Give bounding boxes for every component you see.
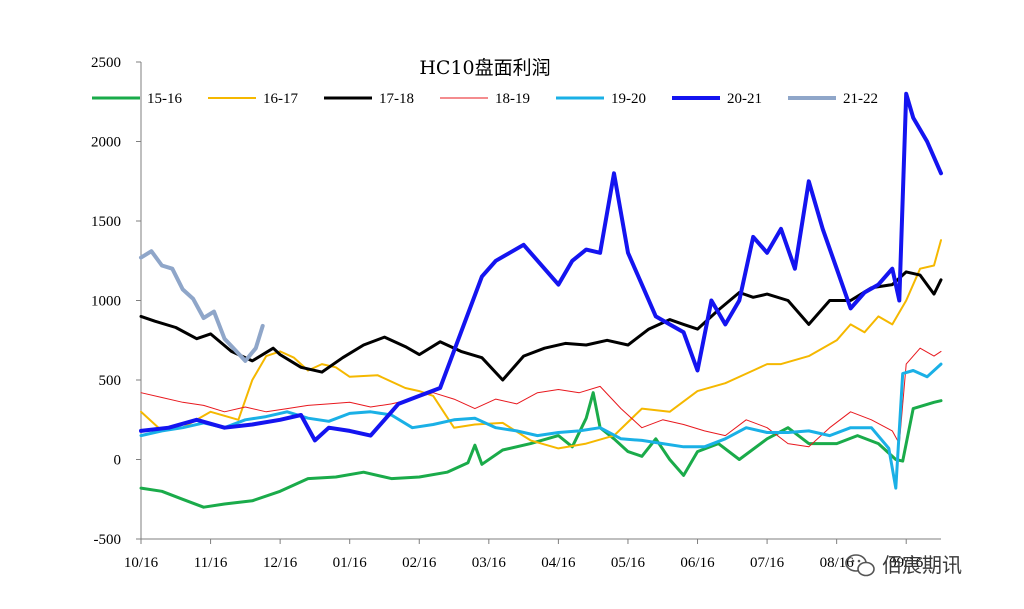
- watermark-text: 佰宸期讯: [882, 553, 962, 577]
- series-line-17-18: [139, 270, 943, 382]
- x-tick-label: 01/16: [333, 555, 368, 571]
- legend-label-18-19: 18-19: [495, 91, 530, 107]
- legend-label-16-17: 16-17: [263, 91, 298, 107]
- legend-label-15-16: 15-16: [147, 91, 182, 107]
- series-line-16-17: [140, 239, 942, 450]
- legend: 15-16 16-17 17-18 18-19 19-20 20-21 21-22: [92, 91, 878, 107]
- series-line-18-19: [140, 347, 942, 448]
- x-tick-label: 06/16: [680, 555, 715, 571]
- x-tick-label: 11/16: [194, 555, 228, 571]
- legend-label-20-21: 20-21: [727, 91, 762, 107]
- x-tick-label: 02/16: [402, 555, 437, 571]
- series-line-21-22: [139, 249, 265, 363]
- x-tick-label: 07/16: [750, 555, 785, 571]
- legend-label-21-22: 21-22: [843, 91, 878, 107]
- series-lines: [139, 91, 943, 509]
- legend-label-17-18: 17-18: [379, 91, 414, 107]
- y-tick-label: 500: [99, 373, 122, 389]
- x-tick-label: 03/16: [472, 555, 507, 571]
- y-tick-label: 0: [114, 453, 122, 469]
- series-line-20-21: [139, 91, 943, 443]
- series-line-19-20: [139, 362, 943, 490]
- axes: -500 0 500 1000 1500 2000 2500 10/16 11/16 12/16 0…: [91, 55, 941, 571]
- y-tick-label: 2000: [91, 135, 121, 151]
- y-tick-label: 1500: [91, 214, 121, 230]
- x-tick-label: 04/16: [541, 555, 576, 571]
- watermark: 佰宸期讯: [845, 553, 962, 577]
- y-tick-label: -500: [94, 532, 122, 548]
- legend-label-19-20: 19-20: [611, 91, 646, 107]
- x-tick-label: 05/16: [611, 555, 646, 571]
- series-line-15-16: [139, 391, 943, 509]
- x-tick-label: 12/16: [263, 555, 298, 571]
- x-tick-label: 10/16: [124, 555, 159, 571]
- y-tick-label: 1000: [91, 294, 121, 310]
- chart-title: HC10盘面利润: [419, 57, 550, 79]
- x-tick-label: 08/16: [820, 555, 855, 571]
- x-tick-label: 09/16: [889, 555, 924, 571]
- wechat-icon: [845, 554, 875, 577]
- y-tick-label: 2500: [91, 55, 121, 71]
